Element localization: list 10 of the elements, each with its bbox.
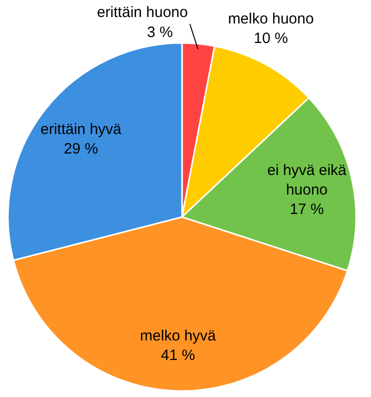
- data-label: 10 %: [254, 30, 288, 48]
- slice-label: ei hyvä eikä huono: [267, 162, 348, 198]
- data-label: 3 %: [146, 24, 173, 41]
- data-label: 41 %: [160, 346, 196, 364]
- data-label: 29 %: [64, 140, 98, 158]
- slice-label: melko hyvä: [140, 327, 217, 344]
- slice-label: erittäin huono: [96, 4, 188, 21]
- slice-label: erittäin hyvä: [40, 121, 122, 138]
- data-label: 17 %: [290, 200, 324, 218]
- slice-label: melko huono: [228, 10, 314, 28]
